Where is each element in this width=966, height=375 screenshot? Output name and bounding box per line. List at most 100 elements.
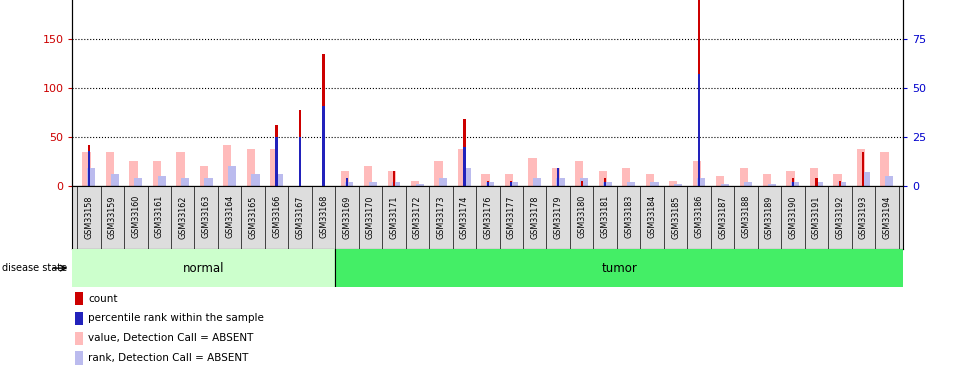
Bar — [810, 168, 818, 186]
Bar — [693, 161, 700, 186]
Bar — [335, 249, 903, 287]
Bar — [87, 168, 96, 186]
Text: GSM33166: GSM33166 — [272, 195, 281, 238]
Bar — [740, 168, 748, 186]
Bar — [346, 178, 348, 186]
Bar — [82, 152, 91, 186]
Bar — [435, 161, 442, 186]
FancyBboxPatch shape — [75, 292, 83, 305]
Bar — [815, 178, 817, 186]
Text: GSM33173: GSM33173 — [437, 195, 445, 238]
Text: rank, Detection Call = ABSENT: rank, Detection Call = ABSENT — [89, 353, 249, 363]
Text: GSM33188: GSM33188 — [742, 195, 751, 238]
Bar — [486, 182, 495, 186]
Bar — [510, 182, 513, 186]
Bar — [200, 166, 208, 186]
Bar — [487, 181, 489, 186]
Bar — [275, 174, 283, 186]
Text: GSM33180: GSM33180 — [578, 195, 586, 238]
Text: GSM33172: GSM33172 — [412, 195, 422, 239]
Bar — [458, 148, 467, 186]
Bar — [581, 181, 582, 186]
Bar — [599, 171, 607, 186]
Bar — [533, 178, 541, 186]
Bar — [880, 152, 889, 186]
Text: GSM33178: GSM33178 — [530, 195, 539, 238]
Bar — [557, 168, 559, 186]
Bar — [223, 145, 232, 186]
Text: GSM33185: GSM33185 — [671, 195, 680, 238]
Bar — [716, 176, 724, 186]
Bar — [763, 174, 771, 186]
Text: GSM33190: GSM33190 — [788, 195, 797, 238]
Text: GSM33169: GSM33169 — [343, 195, 352, 238]
Bar — [134, 178, 142, 186]
Text: GSM33170: GSM33170 — [366, 195, 375, 238]
Bar — [552, 168, 560, 186]
Text: GSM33192: GSM33192 — [836, 195, 844, 239]
Text: GSM33167: GSM33167 — [296, 195, 304, 238]
Bar — [110, 174, 119, 186]
Text: GSM33168: GSM33168 — [319, 195, 328, 238]
Bar — [674, 184, 682, 186]
Bar — [838, 181, 841, 186]
Bar — [857, 148, 866, 186]
Bar — [697, 0, 700, 186]
Bar — [604, 182, 607, 186]
Bar — [346, 178, 348, 186]
Bar — [463, 168, 470, 186]
Text: GSM33181: GSM33181 — [601, 195, 610, 238]
Bar — [834, 174, 841, 186]
Bar — [650, 182, 659, 186]
Text: percentile rank within the sample: percentile rank within the sample — [89, 314, 265, 324]
Text: GSM33162: GSM33162 — [179, 195, 187, 238]
Text: GSM33163: GSM33163 — [202, 195, 211, 238]
Text: GSM33189: GSM33189 — [765, 195, 774, 238]
Bar — [556, 178, 565, 186]
Text: GSM33176: GSM33176 — [483, 195, 493, 238]
Bar — [251, 174, 260, 186]
Text: GSM33177: GSM33177 — [507, 195, 516, 239]
Bar — [246, 148, 255, 186]
Bar — [463, 147, 466, 186]
Text: GSM33187: GSM33187 — [718, 195, 727, 238]
Bar — [627, 182, 635, 186]
Bar — [153, 161, 161, 186]
Bar — [157, 176, 166, 186]
Text: GSM33158: GSM33158 — [84, 195, 94, 238]
Bar — [323, 54, 325, 186]
Bar — [392, 182, 401, 186]
Bar — [298, 110, 301, 186]
Bar — [275, 125, 278, 186]
Text: GSM33159: GSM33159 — [108, 195, 117, 239]
Bar — [744, 182, 753, 186]
Bar — [669, 181, 677, 186]
FancyBboxPatch shape — [75, 332, 83, 345]
Bar — [181, 178, 189, 186]
Bar — [411, 181, 419, 186]
FancyBboxPatch shape — [75, 312, 83, 325]
Bar — [792, 178, 794, 186]
Bar — [440, 178, 447, 186]
Text: GSM33171: GSM33171 — [389, 195, 398, 238]
Bar — [323, 106, 325, 186]
Bar — [393, 171, 395, 186]
Bar — [364, 166, 372, 186]
Bar — [270, 148, 278, 186]
Bar — [177, 152, 185, 186]
Text: GSM33193: GSM33193 — [859, 195, 867, 238]
Bar — [580, 178, 588, 186]
Bar — [528, 158, 536, 186]
Text: count: count — [89, 294, 118, 304]
Bar — [505, 174, 513, 186]
Bar — [792, 182, 794, 186]
Bar — [205, 178, 213, 186]
Text: GSM33160: GSM33160 — [131, 195, 140, 238]
Bar — [369, 182, 377, 186]
Bar — [622, 168, 631, 186]
Bar — [298, 137, 301, 186]
Text: value, Detection Call = ABSENT: value, Detection Call = ABSENT — [89, 333, 254, 343]
Text: GSM33183: GSM33183 — [624, 195, 633, 238]
Bar — [604, 182, 611, 186]
Bar — [862, 172, 869, 186]
